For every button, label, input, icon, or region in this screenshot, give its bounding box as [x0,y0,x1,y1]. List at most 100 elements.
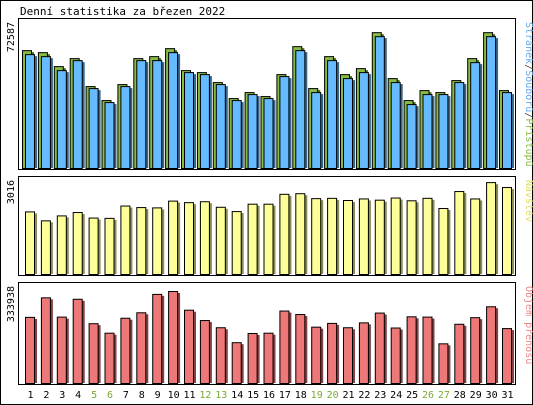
bar-side [304,52,308,168]
y-max-label: 333938 [6,286,17,322]
bar [374,36,387,170]
bar-face [88,323,99,384]
bar-side [240,344,244,383]
bar [502,328,514,385]
bar [263,203,276,275]
bar-side [304,316,308,383]
bar-side [495,308,499,383]
bar [72,60,85,169]
bar-side [511,189,514,274]
x-tick-label: 11 [183,390,195,401]
bar [88,217,101,275]
bar-face [343,327,353,384]
y-axis-label: Objem přenosu [523,286,533,364]
bar-side [240,102,244,168]
bar-face [25,54,35,169]
x-tick-label: 21 [342,390,354,401]
bar-side [256,205,260,274]
bar-face [406,104,417,169]
bar [486,182,499,275]
bar-side [193,204,196,274]
x-tick-label: 26 [422,390,434,401]
bar-face [263,332,274,384]
bar [327,60,340,169]
x-tick-label: 9 [155,390,161,401]
bar [25,316,37,384]
bar-face [72,212,83,275]
bar [247,332,260,384]
bar [406,200,419,276]
bar [279,310,292,385]
bar [486,36,499,170]
bar-face [279,310,290,385]
bar [358,322,371,385]
bar-side [431,96,435,168]
bar-side [479,200,483,274]
bar [438,208,451,275]
bar [470,317,483,384]
bar-face [263,98,274,169]
bar [390,82,403,169]
bar [295,193,308,275]
bar-side [161,62,165,169]
bar [422,316,435,385]
bar [40,297,53,384]
x-tick-label: 25 [406,390,418,401]
x-tick-label: 2 [43,390,49,401]
bar-side [447,96,451,168]
bar-face [486,36,497,170]
y-axis-label-part: Objem přenosu [523,286,533,364]
bar [184,72,196,169]
bar [358,198,371,275]
bar-face [168,52,179,170]
bar [231,342,244,384]
bar-side [463,84,467,168]
bar [40,56,53,169]
bar-face [136,60,147,169]
x-tick-label: 14 [231,390,243,401]
bar [438,94,451,169]
bar-face [422,94,433,169]
bar-face [184,202,194,275]
bar-face [311,198,322,275]
bar-face [327,322,338,384]
bar-face [486,182,497,275]
bar [422,197,435,276]
bar [72,298,85,384]
bar-side [208,203,212,274]
bar-face [215,84,226,169]
bar [422,94,435,169]
bar-side [208,322,212,383]
bar-face [152,293,163,384]
bar [279,193,292,276]
bar [168,52,181,170]
bar-side [224,208,228,274]
bar [136,207,149,275]
x-tick-label: 1 [27,390,33,401]
bar-side [288,78,292,168]
y-axis-label-part: / [523,64,533,70]
bar-side [34,56,37,168]
bar [120,86,133,169]
x-tick-label: 23 [374,390,386,401]
bar-side [383,38,387,169]
bar [502,92,514,169]
bar-face [502,328,512,385]
bar-side [161,295,165,383]
bar-side [367,324,371,383]
panel-2: 3016 Návštěv [6,176,533,276]
bar-side [193,311,196,383]
bar-face [502,187,512,275]
bar-face [231,342,242,384]
bar-face [263,203,274,275]
x-tick-label: 12 [199,390,211,401]
bar-face [358,72,369,169]
bar [168,291,181,384]
bar [406,316,419,385]
bar [199,74,212,169]
x-tick-label: 17 [279,390,291,401]
bar-face [231,100,242,169]
bar-face [120,205,131,275]
bar-face [247,203,258,275]
